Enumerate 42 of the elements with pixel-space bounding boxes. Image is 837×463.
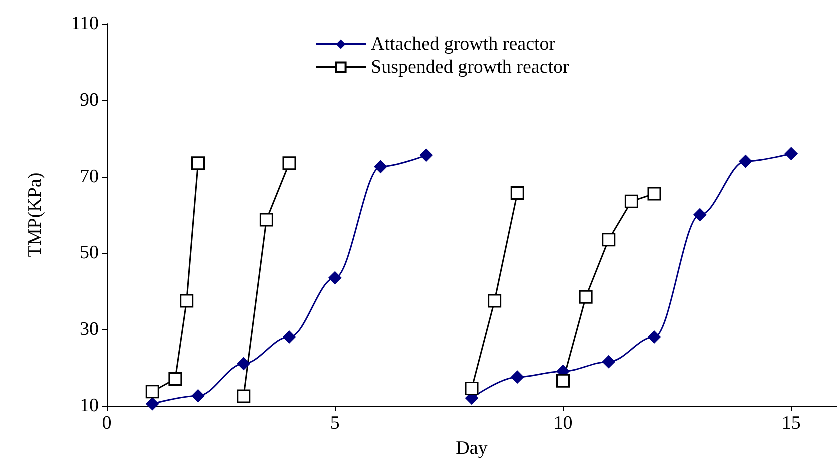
point [192,156,205,170]
x-tick-label: 15 [782,413,801,434]
legend-label: Suspended growth reactor [371,57,570,78]
point [556,374,570,388]
point [739,155,752,168]
point [192,390,205,403]
point [283,330,296,344]
point [465,382,479,396]
y-tick-label: 50 [80,242,99,264]
x-tick-label: 10 [554,413,573,434]
y-axis-title: TMP(KPa) [25,172,46,258]
point [488,294,502,308]
point [146,398,160,411]
y-tick-label: 10 [80,396,99,416]
point [602,233,616,247]
point [420,148,433,162]
point [374,160,388,174]
point [237,357,250,370]
point [624,194,638,208]
y-tick-label: 90 [80,90,99,111]
point [648,330,661,344]
x-tick-label: 5 [330,413,340,434]
point [180,294,194,308]
point [328,272,342,285]
y-tick-label: 110 [71,14,99,34]
x-tick-label: 0 [102,413,112,434]
point [168,372,182,386]
point [260,213,274,227]
point [282,156,296,170]
point [237,390,251,404]
y-tick-label: 70 [80,166,99,188]
point [602,356,616,369]
point [146,385,160,399]
point [579,290,593,304]
point [511,370,524,384]
x-axis-title: Day [456,438,488,459]
legend-label: Attached growth reactor [371,34,556,55]
point [648,187,662,201]
y-tick-label: 30 [80,319,99,340]
point [784,147,798,160]
point [694,208,707,222]
point [510,186,524,200]
